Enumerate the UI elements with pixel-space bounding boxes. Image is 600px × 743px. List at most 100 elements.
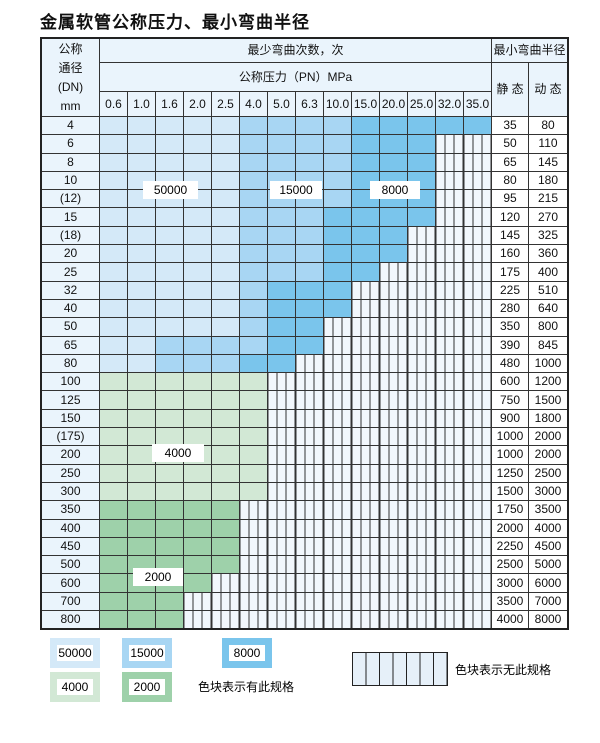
available-cell (267, 115, 296, 136)
unavailable-cell (267, 427, 296, 447)
unavailable-cell (435, 244, 464, 264)
legend-unavailable-text: 色块表示无此规格 (455, 663, 552, 677)
available-cell (211, 152, 240, 172)
unavailable-cell (295, 390, 324, 410)
available-cell (155, 518, 184, 538)
unavailable-cell (407, 262, 436, 282)
static-radius-cell: 80 (491, 170, 529, 191)
unavailable-cell (379, 445, 408, 465)
dynamic-radius-cell: 3500 (528, 500, 569, 520)
available-cell (127, 115, 156, 136)
region-label-15000: 15000 (270, 181, 322, 199)
available-cell (183, 317, 212, 337)
available-cell (351, 244, 380, 264)
unavailable-cell (379, 591, 408, 612)
available-cell (267, 244, 296, 264)
unavailable-cell (323, 591, 352, 612)
available-cell (183, 372, 212, 392)
available-cell (295, 115, 324, 136)
unavailable-cell (351, 518, 380, 538)
unavailable-cell (463, 207, 492, 227)
available-cell (127, 500, 156, 520)
available-cell (155, 463, 184, 483)
unavailable-cell (267, 518, 296, 538)
unavailable-cell (435, 170, 464, 191)
legend-2000: 2000 (122, 672, 172, 702)
unavailable-cell (463, 372, 492, 392)
available-cell (295, 317, 324, 337)
unavailable-cell (435, 610, 464, 630)
available-cell (323, 225, 352, 246)
unavailable-cell (379, 353, 408, 374)
available-cell (99, 573, 128, 593)
dn-cell: (18) (40, 225, 100, 246)
available-cell (155, 481, 184, 502)
dynamic-radius-cell: 1200 (528, 372, 569, 392)
legend-8000: 8000 (222, 638, 272, 668)
unavailable-cell (463, 244, 492, 264)
available-cell (155, 152, 184, 172)
unavailable-cell (323, 445, 352, 465)
available-cell (155, 372, 184, 392)
unavailable-cell (379, 536, 408, 557)
available-cell (239, 189, 268, 209)
table-row: 400 2000 4000 (40, 518, 569, 538)
available-cell (379, 207, 408, 227)
available-cell (127, 591, 156, 612)
unavailable-cell (463, 335, 492, 355)
static-radius-cell: 1500 (491, 481, 529, 502)
dn-cell: 10 (40, 170, 100, 191)
dynamic-radius-cell: 4500 (528, 536, 569, 557)
available-cell (323, 207, 352, 227)
unavailable-cell (435, 353, 464, 374)
available-cell (211, 536, 240, 557)
unavailable-cell (295, 408, 324, 429)
unavailable-cell (463, 353, 492, 374)
available-cell (267, 317, 296, 337)
available-cell (295, 298, 324, 319)
available-cell (155, 500, 184, 520)
available-cell (127, 280, 156, 300)
static-radius-cell: 900 (491, 408, 529, 429)
table-row: 65 390 845 (40, 335, 569, 355)
available-cell (183, 244, 212, 264)
unavailable-cell (379, 518, 408, 538)
available-cell (323, 189, 352, 209)
unavailable-cell (435, 189, 464, 209)
unavailable-cell (435, 555, 464, 575)
table-row: 8 65 145 (40, 152, 569, 172)
dn-cell: 125 (40, 390, 100, 410)
available-cell (267, 335, 296, 355)
unavailable-cell (323, 335, 352, 355)
available-cell (211, 481, 240, 502)
dynamic-radius-cell: 325 (528, 225, 569, 246)
available-cell (211, 372, 240, 392)
pressure-col-header: 15.0 (351, 91, 380, 117)
available-cell (239, 134, 268, 154)
unavailable-cell (379, 555, 408, 575)
unavailable-cell (435, 445, 464, 465)
table-row: 6 50 110 (40, 134, 569, 154)
unavailable-cell (407, 536, 436, 557)
unavailable-cell (407, 317, 436, 337)
unavailable-cell (379, 335, 408, 355)
dn-cell: 600 (40, 573, 100, 593)
static-radius-cell: 2250 (491, 536, 529, 557)
available-cell (99, 591, 128, 612)
dn-cell: 6 (40, 134, 100, 154)
static-radius-cell: 160 (491, 244, 529, 264)
unavailable-cell (435, 134, 464, 154)
available-cell (379, 115, 408, 136)
static-radius-cell: 4000 (491, 610, 529, 630)
available-cell (267, 225, 296, 246)
available-cell (99, 262, 128, 282)
available-cell (211, 427, 240, 447)
available-cell (351, 152, 380, 172)
available-cell (127, 244, 156, 264)
unavailable-cell (407, 445, 436, 465)
unavailable-cell (379, 500, 408, 520)
unavailable-cell (435, 298, 464, 319)
dynamic-radius-cell: 215 (528, 189, 569, 209)
unavailable-cell (407, 390, 436, 410)
dn-cell: 150 (40, 408, 100, 429)
